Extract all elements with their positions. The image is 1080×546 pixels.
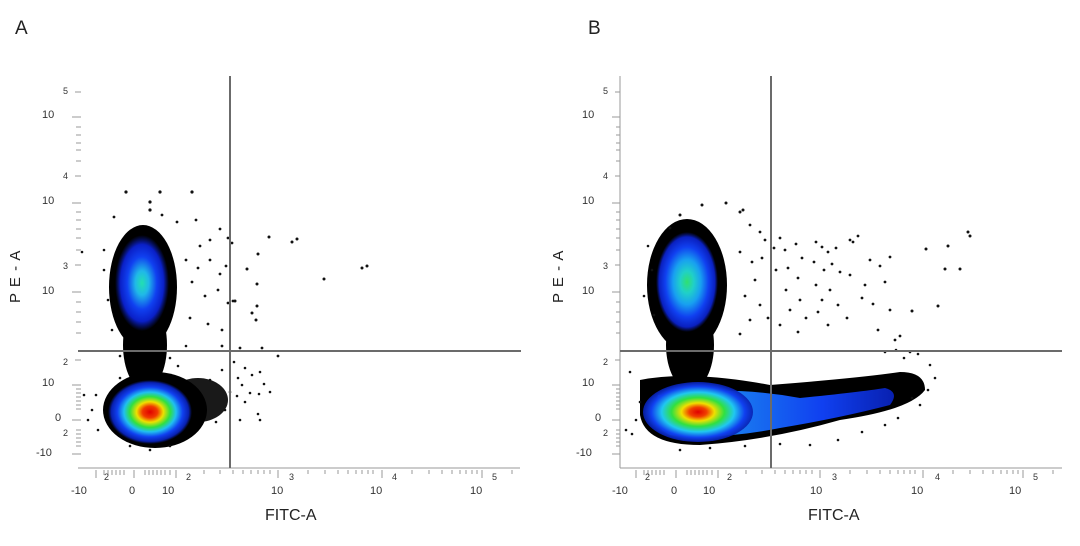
x-tick-label: 10: [370, 485, 383, 497]
y-tick-label: 10: [42, 195, 55, 207]
x-tick-exp: 2: [104, 472, 110, 482]
x-tick-label: 10: [162, 485, 175, 497]
plot-area: [72, 76, 521, 478]
y-tick-label: 10: [582, 109, 595, 121]
x-tick-exp: 2: [645, 472, 651, 482]
y-tick-exp: 2: [603, 357, 609, 367]
y-tick-label: 10: [42, 377, 55, 389]
y-axis: [612, 76, 621, 468]
population-double-negative: [103, 372, 228, 448]
x-tick-label: 0: [129, 485, 136, 497]
x-axis-label: FITC-A: [808, 507, 860, 524]
y-tick-label: 10: [582, 195, 595, 207]
y-tick-label: -10: [36, 447, 52, 459]
population-pe-positive: [647, 219, 727, 390]
x-axis-label: FITC-A: [265, 507, 317, 524]
scatter-events: [624, 201, 972, 452]
y-tick-exp: 4: [63, 171, 69, 181]
x-tick-label: 10: [810, 485, 823, 497]
y-axis-label: P E - A: [550, 249, 567, 303]
y-tick-label: 10: [42, 109, 55, 121]
x-tick-label: -10: [71, 485, 87, 497]
panel-letter: B: [588, 18, 601, 39]
y-tick-exp: 4: [603, 171, 609, 181]
y-tick-exp: 3: [63, 261, 69, 271]
panel-letter: A: [15, 18, 28, 39]
x-tick-exp: 2: [727, 472, 733, 482]
x-axis: [78, 467, 520, 478]
panel-b: B: [540, 0, 1080, 546]
population-fitc-smear: [640, 372, 925, 445]
y-tick-label: 10: [582, 377, 595, 389]
x-tick-label: 10: [911, 485, 924, 497]
y-tick-label: 0: [595, 412, 602, 424]
x-tick-label: 10: [1009, 485, 1022, 497]
x-tick-label: 0: [671, 485, 678, 497]
x-tick-exp: 5: [1033, 472, 1039, 482]
population-pe-positive: [109, 225, 177, 390]
x-tick-exp: 2: [186, 472, 192, 482]
y-tick-label: -10: [576, 447, 592, 459]
y-tick-exp: 5: [603, 86, 609, 96]
x-axis: [620, 467, 1062, 478]
plot-area: [612, 76, 1062, 478]
x-tick-exp: 4: [392, 472, 398, 482]
y-tick-label: 10: [582, 285, 595, 297]
y-tick-exp: 2: [603, 428, 609, 438]
x-tick-label: -10: [612, 485, 628, 497]
x-tick-label: 10: [470, 485, 483, 497]
x-tick-exp: 3: [289, 472, 295, 482]
y-tick-label: 0: [55, 412, 62, 424]
x-tick-exp: 4: [935, 472, 941, 482]
y-tick-exp: 5: [63, 86, 69, 96]
y-axis-label: P E - A: [7, 249, 24, 303]
panel-a: A: [7, 18, 521, 524]
x-tick-exp: 3: [832, 472, 838, 482]
y-tick-exp: 2: [63, 357, 69, 367]
quadrant-gate: [620, 76, 1062, 468]
y-tick-label: 10: [42, 285, 55, 297]
quadrant-gate: [78, 76, 521, 468]
x-tick-label: 10: [271, 485, 284, 497]
x-tick-exp: 5: [492, 472, 498, 482]
scatter-events: [80, 190, 369, 452]
x-tick-label: 10: [703, 485, 716, 497]
y-tick-exp: 2: [63, 428, 69, 438]
y-axis: [72, 91, 81, 455]
y-tick-exp: 3: [603, 261, 609, 271]
